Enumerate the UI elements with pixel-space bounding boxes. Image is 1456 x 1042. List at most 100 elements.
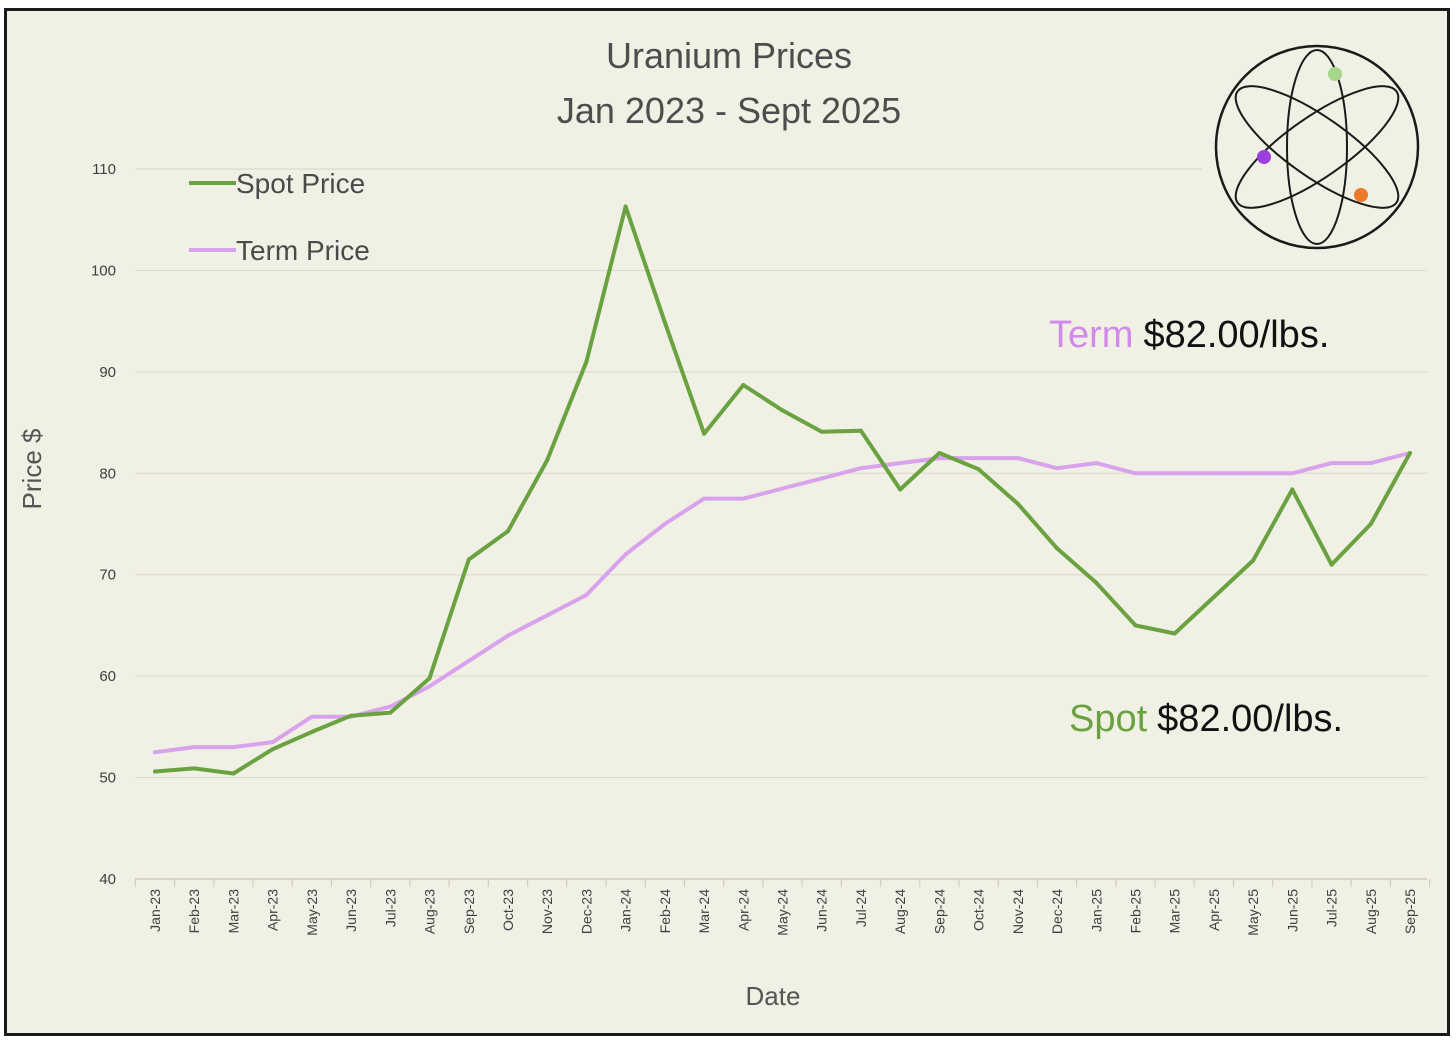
spot-annotation-value: $82.00/lbs.: [1157, 698, 1343, 740]
y-tick-label: 110: [92, 161, 116, 178]
x-tick-label: Jul-23: [382, 889, 398, 927]
data-point-spot: [1172, 631, 1177, 636]
x-axis-label: Date: [746, 981, 801, 1011]
data-point-spot: [388, 710, 393, 715]
x-tick-label: Aug-25: [1363, 889, 1379, 934]
x-tick-label: Jan-23: [147, 889, 163, 932]
data-point-spot: [584, 359, 589, 364]
data-point-spot: [349, 713, 354, 718]
data-point-spot: [898, 487, 903, 492]
x-tick-label: Jan-24: [618, 889, 634, 932]
x-tick-label: Dec-23: [578, 889, 594, 934]
data-point-spot: [231, 771, 236, 776]
x-tick-label: May-23: [304, 889, 320, 936]
atom-electron-green: [1328, 67, 1342, 81]
x-tick-label: Apr-24: [735, 889, 751, 931]
data-point-spot: [309, 729, 314, 734]
spot-annotation-label: Spot: [1069, 698, 1148, 740]
spot-annotation: Spot $82.00/lbs.: [1069, 698, 1343, 740]
data-point-spot: [153, 769, 157, 774]
x-tick-label: Feb-24: [657, 889, 673, 934]
atom-electron-orange: [1354, 188, 1368, 202]
legend-label-term: Term Price: [236, 235, 370, 266]
grid-lines: [135, 168, 1427, 779]
y-axis-label: Price $: [17, 428, 47, 509]
atom-orbit-right: [1234, 85, 1400, 209]
data-point-term: [427, 684, 432, 689]
x-tick-label: Mar-25: [1167, 889, 1183, 934]
legend: Spot Price Term Price: [189, 168, 370, 266]
y-tick-label: 60: [99, 668, 116, 685]
y-tick-label: 70: [99, 567, 116, 584]
data-point-spot: [545, 458, 550, 463]
data-point-spot: [270, 747, 275, 752]
data-point-term: [309, 714, 314, 719]
x-tick-label: Jan-25: [1088, 889, 1104, 932]
x-tick-label: Sep-23: [461, 889, 477, 934]
data-point-term: [858, 466, 863, 471]
atom-orbit-vertical: [1286, 49, 1348, 245]
term-annotation: Term $82.00/lbs.: [1049, 314, 1329, 356]
data-point-term: [819, 476, 824, 481]
data-point-term: [937, 456, 942, 461]
chart-frame: Uranium Prices Jan 2023 - Sept 2025 40 50…: [4, 8, 1450, 1036]
data-point-spot: [1329, 562, 1334, 567]
x-tick-label: Jul-24: [853, 889, 869, 927]
data-point-term: [702, 496, 707, 501]
data-point-spot: [466, 557, 471, 562]
x-tick-label: May-25: [1245, 889, 1261, 936]
data-point-spot: [780, 408, 785, 413]
data-point-spot: [1251, 558, 1256, 563]
x-tick-label: Jul-25: [1324, 889, 1340, 927]
data-point-spot: [937, 451, 942, 455]
data-point-spot: [662, 320, 667, 325]
data-point-term: [1251, 471, 1256, 476]
x-tick-label: Jun-25: [1284, 889, 1300, 932]
legend-label-spot: Spot Price: [236, 168, 365, 199]
chart-subtitle: Jan 2023 - Sept 2025: [557, 90, 901, 131]
data-point-term: [231, 745, 236, 750]
data-point-term: [1290, 471, 1295, 476]
x-tick-label: Apr-25: [1206, 889, 1222, 931]
data-point-term: [545, 613, 550, 618]
series-lines: [153, 204, 1412, 776]
data-point-spot: [1094, 580, 1099, 585]
data-point-term: [584, 593, 589, 597]
data-point-term: [505, 633, 510, 638]
x-axis-ticks: Jan-23 Feb-23 Mar-23 Apr-23 May-23 Jun-23 Jul-…: [147, 889, 1418, 936]
data-point-spot: [741, 383, 746, 388]
data-point-term: [623, 552, 628, 557]
y-tick-label: 100: [91, 262, 116, 279]
x-tick-label: Jun-23: [343, 889, 359, 932]
data-point-term: [741, 496, 746, 501]
y-tick-label: 50: [99, 770, 116, 787]
atom-orbit-left: [1234, 85, 1400, 209]
data-point-term: [1055, 466, 1060, 471]
x-tick-label: Sep-25: [1402, 889, 1418, 934]
x-tick-label: Aug-24: [892, 889, 908, 934]
atom-outer-ring: [1214, 44, 1420, 250]
data-point-term: [1329, 461, 1334, 466]
x-tick-label: Sep-24: [931, 889, 947, 934]
y-axis-ticks: 40 50 60 70 80 90 100 110: [91, 161, 116, 888]
data-point-spot: [505, 529, 510, 534]
x-tick-label: Oct-23: [500, 889, 516, 931]
data-point-spot: [976, 467, 981, 472]
chart-title: Uranium Prices: [606, 35, 852, 76]
data-point-spot: [427, 676, 432, 681]
x-tick-label: Oct-24: [971, 889, 987, 931]
data-point-spot: [623, 204, 628, 209]
data-point-term: [192, 745, 197, 750]
data-point-spot: [1408, 451, 1412, 455]
data-point-term: [1133, 471, 1138, 476]
data-point-term: [976, 456, 981, 461]
x-tick-label: Apr-23: [265, 889, 281, 931]
data-point-spot: [1211, 595, 1216, 600]
x-tick-label: Nov-23: [539, 889, 555, 934]
data-point-spot: [858, 428, 863, 433]
data-point-term: [1172, 471, 1177, 476]
data-point-term: [1094, 461, 1099, 466]
data-point-term: [270, 740, 275, 745]
data-point-spot: [1368, 522, 1373, 526]
data-point-spot: [702, 431, 707, 436]
